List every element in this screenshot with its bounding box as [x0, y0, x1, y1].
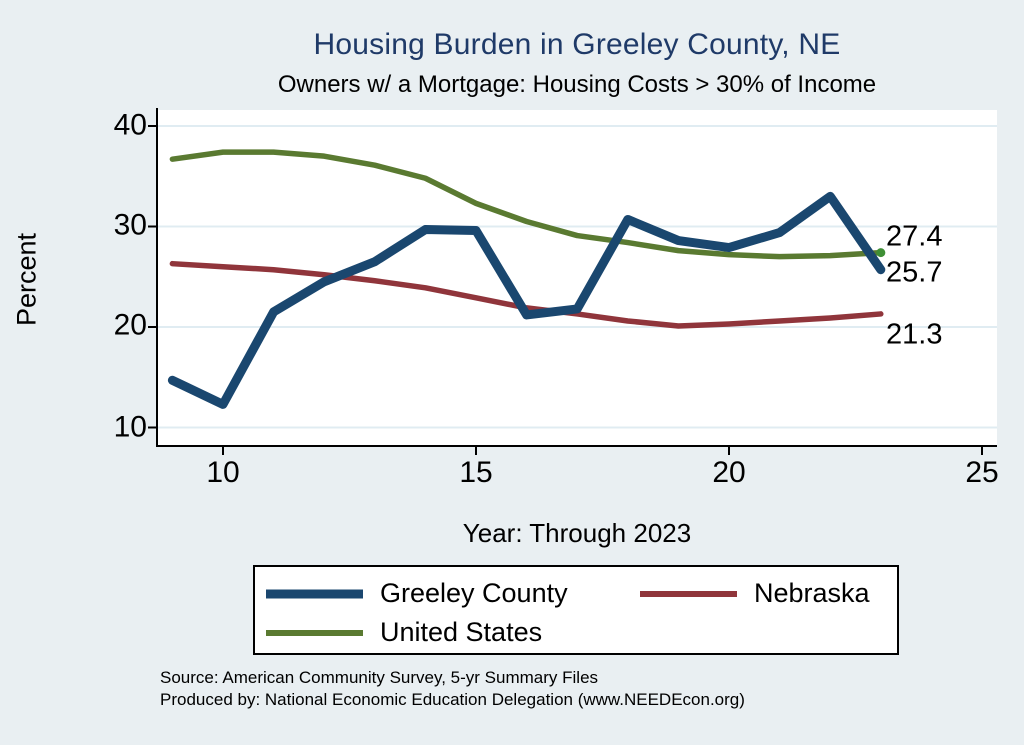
legend-swatch-greeley-county — [266, 589, 363, 599]
end-label-greeley-county: 25.7 — [886, 256, 943, 289]
legend-label-greeley-county: Greeley County — [380, 577, 568, 608]
legend-swatch-nebraska — [640, 591, 737, 597]
chart-title: Housing Burden in Greeley County, NE — [313, 28, 841, 61]
source-note: Source: American Community Survey, 5-yr … — [160, 668, 599, 687]
y-tick-20: 20 — [113, 308, 147, 342]
end-label-united-states: 27.4 — [886, 220, 943, 253]
y-tick-40: 40 — [113, 108, 147, 142]
x-tick-15: 15 — [459, 456, 493, 489]
x-tick-10: 10 — [206, 456, 240, 489]
legend: Greeley County Nebraska United States — [253, 565, 899, 655]
x-tick-25: 25 — [965, 456, 999, 489]
legend-swatch-united-states — [266, 630, 363, 636]
y-tick-10: 10 — [113, 409, 147, 443]
end-label-nebraska: 21.3 — [886, 318, 943, 351]
y-axis-title: Percent — [11, 232, 42, 327]
chart-subtitle: Owners w/ a Mortgage: Housing Costs > 30… — [277, 71, 877, 98]
x-tick-20: 20 — [712, 456, 746, 489]
x-axis-title: Year: Through 2023 — [462, 518, 692, 548]
legend-label-nebraska: Nebraska — [754, 577, 870, 608]
legend-label-united-states: United States — [380, 616, 543, 647]
y-tick-30: 30 — [113, 207, 147, 241]
produced-by-note: Produced by: National Economic Education… — [160, 690, 745, 709]
